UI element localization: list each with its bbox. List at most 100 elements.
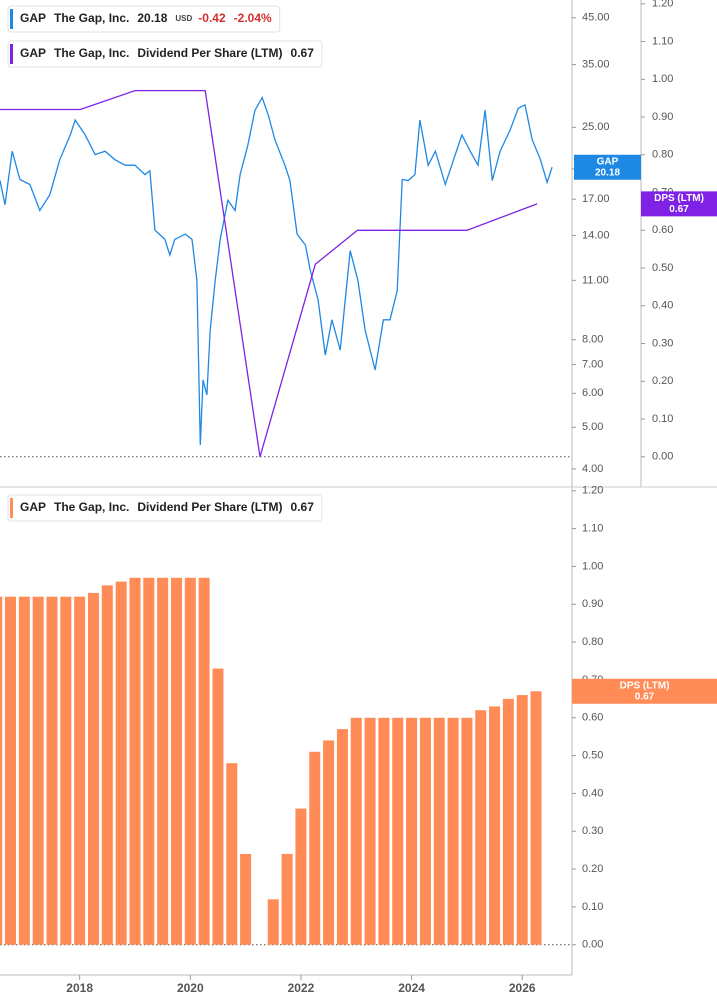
x-tick-label: 2020 [177, 981, 204, 995]
x-tick-label: 2026 [509, 981, 536, 995]
bar [129, 577, 141, 945]
bar [170, 577, 182, 945]
legend-text: GAP [20, 46, 46, 60]
bar [295, 808, 307, 945]
legend-text: The Gap, Inc. [54, 500, 129, 514]
price-tag-label: DPS (LTM) [654, 193, 704, 204]
y-tick-label: 1.00 [582, 560, 603, 572]
bar [198, 577, 210, 945]
y-tick-label: 0.40 [582, 787, 603, 799]
price-tag-label: GAP [597, 156, 619, 167]
bar [309, 751, 321, 945]
legend-text: 0.67 [291, 46, 315, 60]
bar [530, 691, 542, 945]
legend-text: The Gap, Inc. [54, 46, 129, 60]
y-tick-label: 7.00 [582, 359, 603, 371]
legend-text: GAP [20, 500, 46, 514]
y-tick-label: 0.30 [582, 825, 603, 837]
legend-text: USD [175, 14, 192, 23]
y2-tick-label: 0.60 [652, 224, 673, 236]
bar [240, 853, 252, 945]
series-line [0, 96, 553, 445]
bar [5, 596, 17, 945]
bar [392, 717, 404, 945]
price-tag-value: 0.67 [635, 691, 655, 702]
y-tick-label: 0.20 [582, 863, 603, 875]
legend-swatch [10, 9, 13, 29]
y2-tick-label: 1.00 [652, 73, 673, 85]
y-tick-label: 25.00 [582, 121, 610, 133]
y2-tick-label: 0.10 [652, 413, 673, 425]
legend-text: 20.18 [137, 11, 167, 25]
bar [378, 717, 390, 945]
y2-tick-label: 1.20 [652, 0, 673, 10]
legend-box [7, 494, 323, 522]
y-tick-label: 1.10 [582, 523, 603, 535]
y2-tick-label: 0.80 [652, 149, 673, 161]
y-tick-label: 0.60 [582, 712, 603, 724]
y-tick-label: 5.00 [582, 421, 603, 433]
series-line [0, 89, 538, 457]
legend-text: The Gap, Inc. [54, 11, 129, 25]
price-tag-value: 0.67 [669, 204, 689, 215]
bar [157, 577, 169, 945]
bar [461, 717, 473, 945]
legend-text: Dividend Per Share (LTM) [137, 500, 282, 514]
bar [336, 729, 348, 945]
legend-text: -0.42 [198, 11, 226, 25]
y2-tick-label: 0.50 [652, 262, 673, 274]
x-tick-label: 2018 [66, 981, 93, 995]
y2-tick-label: 1.10 [652, 35, 673, 47]
bar [419, 717, 431, 945]
y-tick-label: 0.80 [582, 636, 603, 648]
y-tick-label: 11.00 [582, 274, 609, 286]
bar [281, 853, 293, 945]
price-tag [641, 191, 717, 217]
price-tag [572, 678, 717, 704]
bar [46, 596, 58, 945]
bar [226, 763, 238, 945]
y2-tick-label: 0.20 [652, 375, 673, 387]
bar [489, 706, 501, 945]
bar [87, 592, 99, 945]
legend-text: GAP [20, 11, 46, 25]
bar [350, 717, 362, 945]
bar [18, 596, 30, 945]
bar [101, 585, 113, 945]
x-tick-label: 2024 [398, 981, 425, 995]
x-tick-label: 2022 [288, 981, 315, 995]
legend-box [7, 5, 281, 33]
y-tick-label: 0.10 [582, 901, 603, 913]
price-tag-label: DPS (LTM) [620, 680, 670, 691]
bar [323, 740, 335, 945]
bar [364, 717, 376, 945]
y2-tick-label: 0.40 [652, 300, 673, 312]
bar [447, 717, 459, 945]
y-tick-label: 35.00 [582, 59, 610, 71]
legend-text: 0.67 [291, 500, 315, 514]
y2-tick-label: 0.90 [652, 111, 673, 123]
y-tick-label: 4.00 [582, 463, 603, 475]
legend-text: -2.04% [234, 11, 272, 25]
y-tick-label: 14.00 [582, 229, 610, 241]
y-tick-label: 0.00 [582, 939, 603, 951]
bar [32, 596, 44, 945]
bar [406, 717, 418, 945]
bar [433, 717, 445, 945]
bar [60, 596, 72, 945]
y-tick-label: 6.00 [582, 387, 603, 399]
y2-tick-label: 0.00 [652, 451, 673, 463]
legend-swatch [10, 44, 13, 64]
bar [0, 596, 3, 945]
bar [475, 710, 487, 945]
bar [212, 668, 224, 945]
bar [74, 596, 86, 945]
y-tick-label: 8.00 [582, 334, 603, 346]
y-tick-label: 0.50 [582, 749, 603, 761]
legend-box [7, 40, 323, 68]
legend-text: Dividend Per Share (LTM) [137, 46, 282, 60]
y-tick-label: 17.00 [582, 193, 610, 205]
legend-swatch [10, 498, 13, 518]
